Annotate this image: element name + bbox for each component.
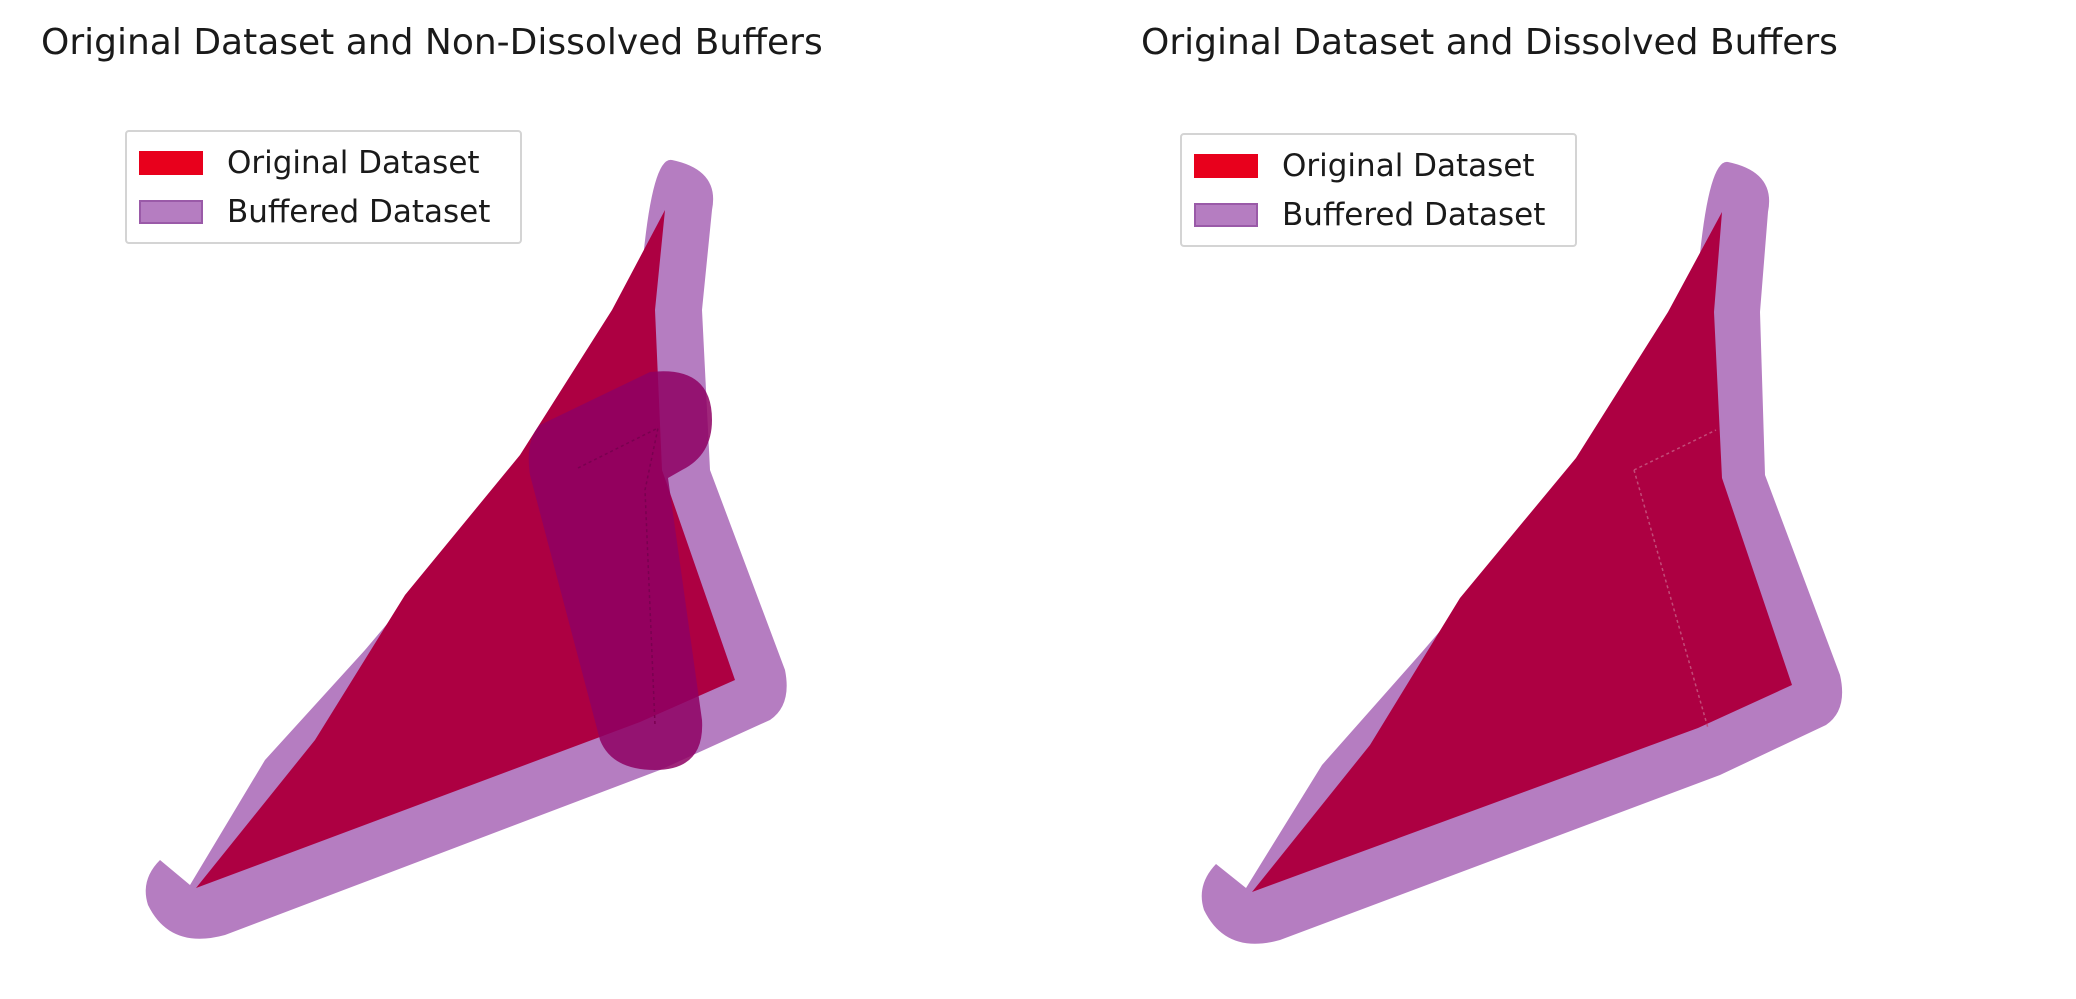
map-non-dissolved — [145, 159, 787, 939]
buffer-secondary-polygon — [528, 371, 712, 770]
legend-label: Buffered Dataset — [227, 193, 491, 230]
map-dissolved — [1201, 161, 1843, 944]
panel-non-dissolved: Original Dataset and Non-Dissolved Buffe… — [41, 22, 823, 939]
legend-swatch-original — [139, 150, 203, 175]
panel-title: Original Dataset and Non-Dissolved Buffe… — [41, 22, 823, 63]
original-secondary-outline — [577, 426, 660, 726]
legend-item-buffered: Buffered Dataset — [139, 187, 508, 236]
legend-item-original: Original Dataset — [139, 138, 508, 187]
legend: Original Dataset Buffered Dataset — [1180, 133, 1577, 247]
legend-label: Original Dataset — [1282, 147, 1535, 184]
legend-label: Original Dataset — [227, 144, 480, 181]
legend-item-original: Original Dataset — [1194, 141, 1563, 190]
legend: Original Dataset Buffered Dataset — [125, 130, 522, 244]
legend-swatch-buffered — [1194, 202, 1258, 227]
legend-item-buffered: Buffered Dataset — [1194, 190, 1563, 239]
panel-dissolved: Original Dataset and Dissolved Buffers O… — [1040, 0, 2076, 999]
legend-swatch-original — [1194, 153, 1258, 178]
original-dissolved-polygon — [1252, 212, 1792, 892]
legend-label: Buffered Dataset — [1282, 196, 1546, 233]
panel-title: Original Dataset and Dissolved Buffers — [1141, 22, 1838, 63]
original-internal-boundary — [1633, 429, 1717, 729]
legend-swatch-buffered — [139, 199, 203, 224]
